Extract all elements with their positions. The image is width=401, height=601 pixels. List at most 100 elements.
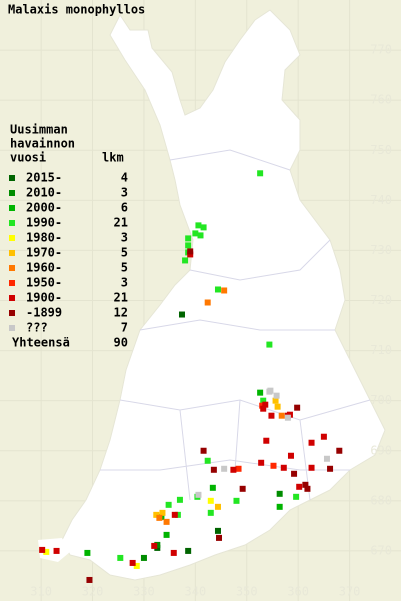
legend-label: 2015- xyxy=(26,171,62,185)
legend-label: 1900- xyxy=(26,291,62,305)
legend-count: 12 xyxy=(114,306,128,320)
legend-label: 1980- xyxy=(26,231,62,245)
observation xyxy=(214,503,221,510)
observation xyxy=(185,235,192,242)
observation xyxy=(86,576,93,583)
y-tick-label: 710 xyxy=(370,343,392,357)
observation xyxy=(293,493,300,500)
observation xyxy=(182,257,189,264)
observation xyxy=(151,542,158,549)
legend-swatch xyxy=(9,280,15,286)
observation xyxy=(304,485,311,492)
observation xyxy=(266,341,273,348)
legend-swatch xyxy=(9,205,15,211)
finland-outline xyxy=(61,9,386,581)
legend-swatch xyxy=(9,190,15,196)
observation xyxy=(296,483,303,490)
y-tick-label: 690 xyxy=(370,443,392,457)
legend-count: 3 xyxy=(121,231,128,245)
observation xyxy=(235,465,242,472)
legend-count: 21 xyxy=(114,216,128,230)
observation xyxy=(214,527,221,534)
observation xyxy=(260,405,267,412)
observation xyxy=(170,549,177,556)
observation xyxy=(159,509,166,516)
observation xyxy=(260,397,267,404)
observation xyxy=(53,547,60,554)
observation xyxy=(200,447,207,454)
observation xyxy=(197,232,204,239)
observation xyxy=(154,544,161,551)
title: Malaxis monophyllos xyxy=(8,3,145,17)
legend-count: 4 xyxy=(121,171,128,185)
x-tick-label: 310 xyxy=(30,585,52,599)
observation xyxy=(187,248,194,255)
observation xyxy=(257,170,264,177)
legend-swatch xyxy=(9,310,15,316)
legend-swatch xyxy=(9,325,15,331)
observation xyxy=(221,287,228,294)
observation xyxy=(192,230,199,237)
legend-total: 90 xyxy=(114,336,128,350)
observation xyxy=(323,455,330,462)
x-tick-label: 350 xyxy=(236,585,258,599)
legend-count: 6 xyxy=(121,201,128,215)
observation xyxy=(185,547,192,554)
observation xyxy=(156,514,163,521)
observation xyxy=(204,457,211,464)
observation xyxy=(278,412,285,419)
observation xyxy=(302,481,309,488)
legend-swatch xyxy=(9,175,15,181)
observation xyxy=(284,414,291,421)
observation xyxy=(195,222,202,229)
legend-swatch xyxy=(9,295,15,301)
observation xyxy=(221,465,228,472)
y-tick-label: 670 xyxy=(370,543,392,557)
observation xyxy=(308,439,315,446)
observation xyxy=(185,242,192,249)
legend-count: 7 xyxy=(121,321,128,335)
observation xyxy=(210,466,217,473)
y-tick-label: 750 xyxy=(370,143,392,157)
legend-header: vuosi xyxy=(10,151,46,165)
observation xyxy=(286,411,293,418)
y-tick-label: 770 xyxy=(370,43,392,57)
x-tick-label: 370 xyxy=(339,585,361,599)
legend-swatch xyxy=(9,220,15,226)
legend-label: 2000- xyxy=(26,201,62,215)
observation xyxy=(200,224,207,231)
observation xyxy=(280,464,287,471)
observation xyxy=(153,511,160,518)
observation xyxy=(39,546,46,553)
observation xyxy=(129,559,136,566)
legend-swatch xyxy=(9,265,15,271)
observation xyxy=(230,466,237,473)
legend-label: 2010- xyxy=(26,186,62,200)
observation xyxy=(233,497,240,504)
x-tick-label: 320 xyxy=(82,585,104,599)
observation xyxy=(43,548,50,555)
legend-label: 1990- xyxy=(26,216,62,230)
observation xyxy=(327,465,334,472)
observation xyxy=(291,470,298,477)
observation xyxy=(216,534,223,541)
observation xyxy=(174,511,181,518)
observation xyxy=(214,286,221,293)
observation xyxy=(258,459,265,466)
legend-label: -1899 xyxy=(26,306,62,320)
observation xyxy=(259,402,266,409)
x-tick-label: 360 xyxy=(287,585,309,599)
observation xyxy=(84,549,91,556)
observation xyxy=(239,485,246,492)
legend-header: Uusimman xyxy=(10,123,68,137)
y-tick-label: 680 xyxy=(370,493,392,507)
observations xyxy=(39,170,343,583)
observation xyxy=(209,484,216,491)
legend-count-header: lkm xyxy=(102,151,124,165)
observation xyxy=(195,491,202,498)
observation xyxy=(308,464,315,471)
x-tick-label: 340 xyxy=(185,585,207,599)
observation xyxy=(274,403,281,410)
legend-label: 1970- xyxy=(26,246,62,260)
